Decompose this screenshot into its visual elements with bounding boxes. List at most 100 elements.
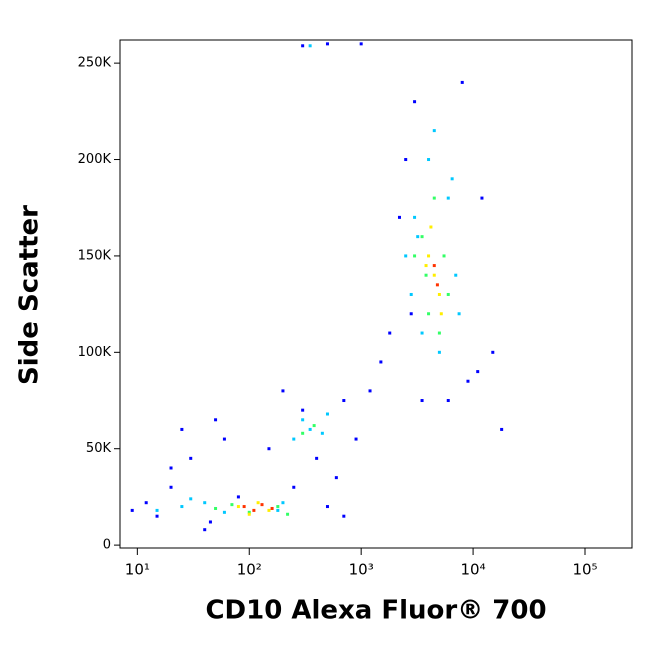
- point: [409, 292, 413, 296]
- point: [388, 331, 392, 335]
- point: [189, 497, 193, 501]
- point: [368, 389, 372, 393]
- point: [446, 196, 450, 200]
- point: [308, 427, 312, 431]
- point: [334, 476, 338, 480]
- point: [144, 501, 148, 505]
- point: [214, 418, 218, 422]
- point: [281, 389, 285, 393]
- point: [437, 292, 441, 296]
- point: [230, 503, 234, 507]
- point: [427, 158, 431, 162]
- y-tick-label: 250K: [78, 56, 112, 71]
- point: [446, 292, 450, 296]
- x-tick-label: 10²: [237, 561, 262, 579]
- point: [435, 283, 439, 287]
- y-tick-label: 100K: [78, 345, 112, 360]
- point: [301, 431, 305, 435]
- point: [208, 520, 212, 524]
- point: [342, 514, 346, 518]
- x-axis-title: CD10 Alexa Fluor® 700: [205, 596, 546, 626]
- point: [342, 399, 346, 403]
- point: [379, 360, 383, 364]
- x-tick-label: 10⁴: [461, 561, 486, 579]
- x-tick-label: 10³: [349, 561, 374, 579]
- point: [308, 44, 312, 48]
- point: [404, 254, 408, 258]
- point: [427, 254, 431, 258]
- point: [420, 331, 424, 335]
- point: [301, 408, 305, 412]
- point: [325, 505, 329, 509]
- point: [286, 512, 290, 516]
- point: [180, 505, 184, 509]
- point: [413, 100, 417, 104]
- point: [413, 254, 417, 258]
- point: [292, 485, 296, 489]
- point: [457, 312, 461, 316]
- point: [437, 350, 441, 354]
- point: [242, 505, 246, 509]
- point: [429, 225, 433, 229]
- point: [320, 431, 324, 435]
- point: [354, 437, 358, 441]
- point: [466, 379, 470, 383]
- point: [276, 505, 280, 509]
- point: [476, 370, 480, 374]
- point: [413, 215, 417, 219]
- point: [252, 508, 256, 512]
- point: [267, 508, 271, 512]
- point: [437, 331, 441, 335]
- point: [454, 273, 458, 277]
- point: [315, 456, 319, 460]
- point: [424, 273, 428, 277]
- point: [432, 273, 436, 277]
- point: [222, 437, 226, 441]
- point: [420, 399, 424, 403]
- y-axis-title: Side Scatter: [15, 205, 45, 385]
- x-tick-label: 10⁵: [572, 561, 597, 579]
- point: [427, 312, 431, 316]
- point: [301, 418, 305, 422]
- point: [424, 264, 428, 268]
- point: [432, 264, 436, 268]
- point: [236, 505, 240, 509]
- x-tick-label: 10¹: [125, 561, 150, 579]
- point: [281, 501, 285, 505]
- point: [189, 456, 193, 460]
- point: [416, 235, 420, 239]
- point: [155, 508, 159, 512]
- point: [260, 503, 264, 507]
- point: [491, 350, 495, 354]
- point: [397, 215, 401, 219]
- point: [442, 254, 446, 258]
- point: [180, 427, 184, 431]
- point: [130, 508, 134, 512]
- point: [203, 501, 207, 505]
- point: [432, 196, 436, 200]
- point: [169, 466, 173, 470]
- point: [409, 312, 413, 316]
- point: [203, 528, 207, 532]
- point: [480, 196, 484, 200]
- point: [420, 235, 424, 239]
- point: [301, 44, 305, 48]
- point: [267, 447, 271, 451]
- y-tick-label: 200K: [78, 152, 112, 167]
- point: [404, 158, 408, 162]
- point: [500, 427, 504, 431]
- plot-frame: [119, 39, 633, 549]
- point: [450, 177, 454, 181]
- point: [256, 501, 260, 505]
- point: [292, 437, 296, 441]
- point: [439, 312, 443, 316]
- point: [222, 510, 226, 514]
- y-tick-label: 150K: [78, 248, 112, 263]
- point: [169, 485, 173, 489]
- y-tick-label: 0: [103, 538, 111, 553]
- point: [276, 508, 280, 512]
- point: [432, 129, 436, 133]
- point: [460, 80, 464, 84]
- point: [446, 399, 450, 403]
